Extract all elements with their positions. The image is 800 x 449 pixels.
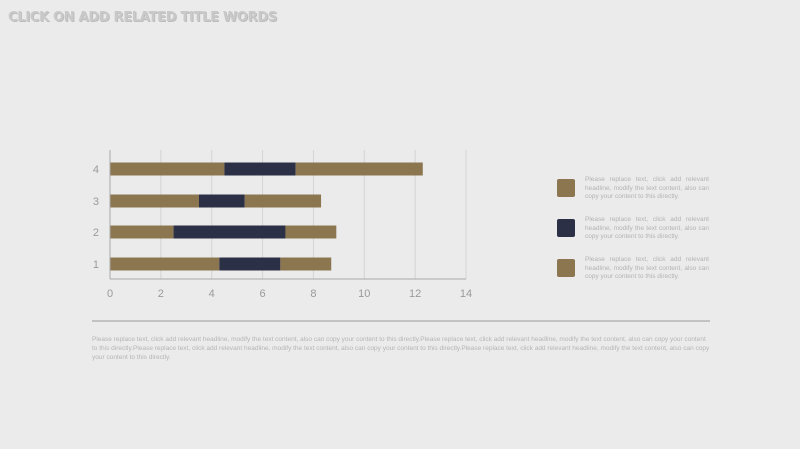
bar-segment	[244, 194, 322, 208]
legend-text: Please replace text, click add relevant …	[585, 256, 709, 280]
x-tick-label: 10	[358, 288, 370, 300]
slide-title: CLICK ON ADD RELATED TITLE WORDS	[8, 10, 277, 25]
bar-segment	[280, 257, 332, 271]
legend-item: Please replace text, click add relevant …	[557, 176, 712, 216]
bar-segment	[110, 162, 225, 176]
bar-segment	[219, 257, 281, 271]
x-tick-label: 12	[409, 288, 421, 300]
x-tick-label: 2	[158, 288, 164, 300]
legend-swatch	[557, 179, 575, 197]
legend-item: Please replace text, click add relevant …	[557, 216, 712, 256]
legend: Please replace text, click add relevant …	[557, 176, 712, 296]
bar-segment	[285, 225, 337, 239]
x-tick-label: 8	[310, 288, 316, 300]
x-tick-label: 0	[107, 288, 113, 300]
legend-text: Please replace text, click add relevant …	[585, 176, 709, 200]
bar-segment	[173, 225, 286, 239]
legend-text: Please replace text, click add relevant …	[585, 216, 709, 240]
bar-segment	[110, 194, 199, 208]
x-tick-label: 4	[209, 288, 215, 300]
bar-segment	[224, 162, 296, 176]
y-tick-label: 4	[93, 164, 99, 176]
y-tick-label: 1	[93, 259, 99, 271]
legend-swatch	[557, 259, 575, 277]
body-text: Please replace text, click add relevant …	[92, 336, 710, 361]
x-tick-label: 6	[260, 288, 266, 300]
x-tick-label: 14	[460, 288, 472, 300]
divider	[92, 320, 710, 322]
bar-segment	[110, 225, 174, 239]
legend-item: Please replace text, click add relevant …	[557, 256, 712, 296]
bar-segment	[199, 194, 245, 208]
y-tick-label: 3	[93, 196, 99, 208]
y-tick-label: 2	[93, 227, 99, 239]
legend-swatch	[557, 219, 575, 237]
bar-segment	[110, 257, 220, 271]
bar-segment	[295, 162, 423, 176]
